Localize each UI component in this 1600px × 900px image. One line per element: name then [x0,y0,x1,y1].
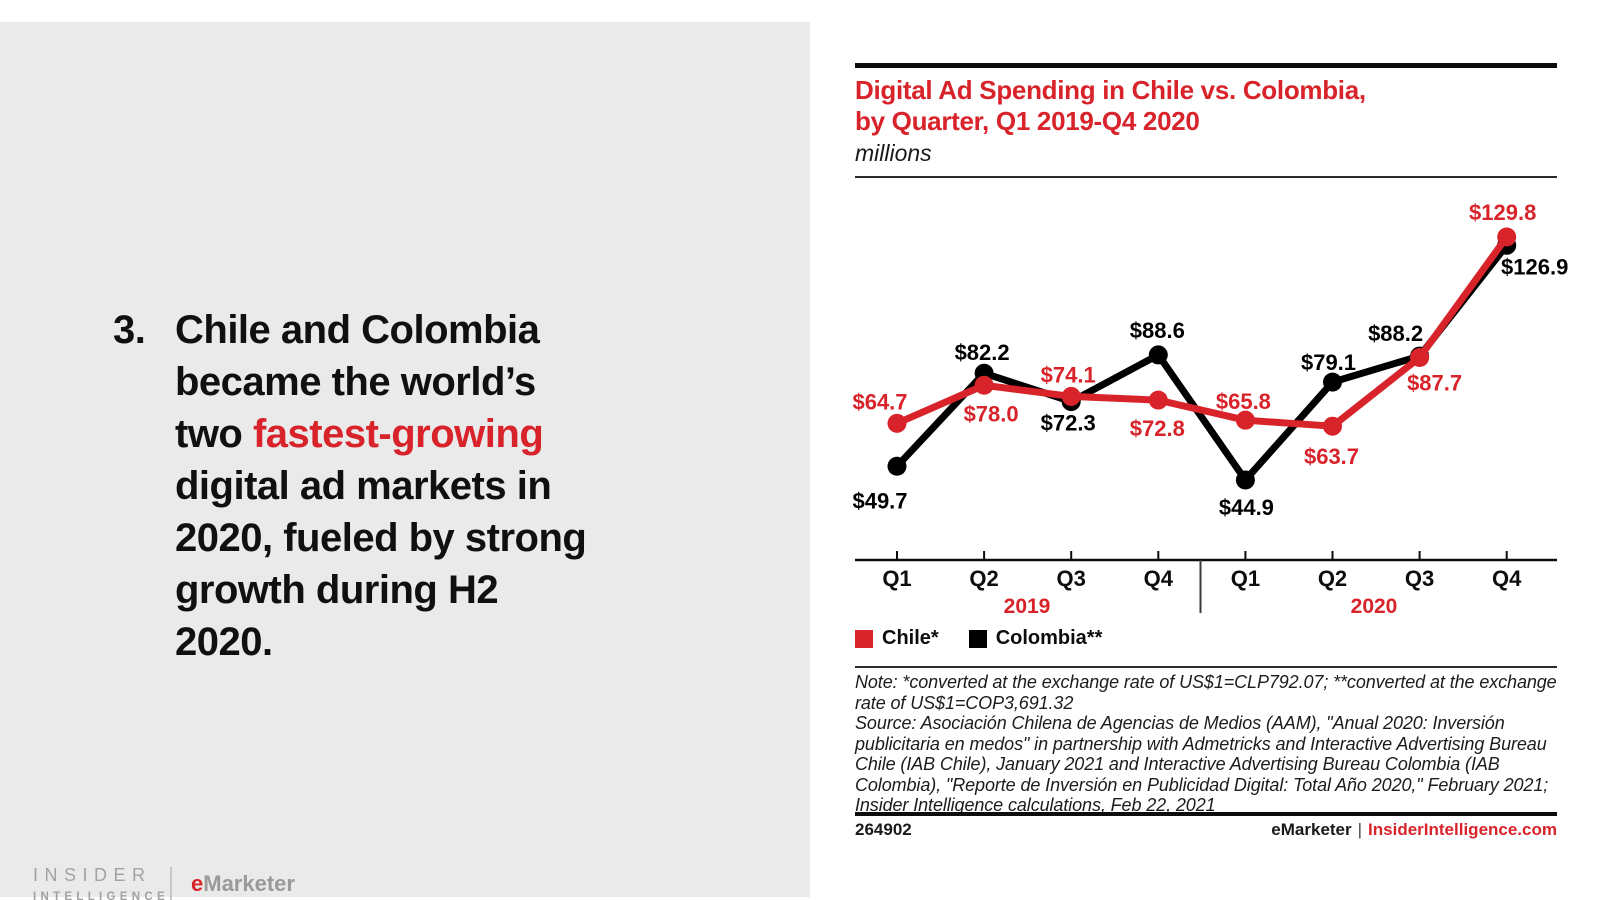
logo-divider [170,867,172,900]
colombia-data-label: $88.2 [1368,321,1423,346]
chart-title-line1: Digital Ad Spending in Chile vs. Colombi… [855,75,1366,105]
colombia-data-label: $49.7 [852,488,907,513]
quarter-label: Q4 [1492,566,1522,591]
legend-label-colombia: Colombia** [995,627,1103,649]
quarter-label: Q2 [1318,566,1347,591]
chile-point [1497,227,1517,247]
chile-data-label: $64.7 [852,389,907,414]
statement-number: 3. [113,308,146,352]
quarter-label: Q3 [1405,566,1434,591]
footer-insiderintelligence: InsiderIntelligence.com [1368,820,1557,839]
header-divider-rule [855,176,1557,178]
chile-point [1061,386,1081,406]
source-text: Source: Asociación Chilena de Agencias d… [855,713,1549,815]
statement-line: growth during H2 [175,568,499,612]
colombia-data-label: $88.6 [1130,318,1185,343]
quarter-label: Q3 [1057,566,1086,591]
highlight-text: fastest-growing [252,412,544,456]
chart-panel: Digital Ad Spending in Chile vs. Colombi… [848,60,1568,850]
statement-text: Chile and Colombia became the world’s two … [175,304,715,668]
chile-point [1235,410,1255,430]
legend-item-chile: Chile* [855,627,939,650]
chile-data-label: $129.8 [1469,200,1536,225]
year-label: 2020 [1351,595,1398,618]
chart-notes: Note: *converted at the exchange rate of… [855,672,1559,816]
chile-data-label: $78.0 [964,401,1019,426]
year-label: 2019 [1004,595,1051,618]
emarketer-logo-e: e [191,871,204,896]
line-chart: Q1 Q2 Q3 Q4 Q1 Q2 Q3 Q4 2019 2020 $49.7 $82.2 $72.3 $… [852,200,1568,618]
colombia-line [893,241,1511,484]
chart-footer: 264902 eMarketer | InsiderIntelligence.com [855,820,1557,840]
footer-pipe: | [1357,820,1363,839]
colombia-data-label: $79.1 [1301,350,1356,375]
chile-line [893,233,1511,430]
footer-divider-rule [855,812,1557,816]
chart-top-bar [855,63,1557,68]
chart-legend: Chile* Colombia** [855,627,1132,650]
legend-label-chile: Chile* [882,627,939,649]
insider-logo-line2: INTELLIGENCE [33,891,169,900]
legend-item-colombia: Colombia** [968,627,1103,650]
statement-line: digital ad markets in [175,464,552,508]
chile-data-label: $87.7 [1407,371,1462,396]
chile-data-label: $72.8 [1130,416,1185,441]
footer-emarketer: eMarketer [1271,820,1352,839]
colombia-data-label: $72.3 [1041,411,1096,436]
colombia-data-label: $44.9 [1219,495,1274,520]
chile-point [974,375,994,395]
insider-intelligence-logo: INSIDER INTELLIGENCE [33,865,169,900]
chart-subtitle: millions [855,140,932,166]
statement-line: 2020. [175,620,273,664]
chile-point [887,413,907,433]
colombia-data-label: $82.2 [955,340,1010,365]
colombia-point [1323,372,1342,392]
chile-swatch [855,629,873,648]
left-panel: 3. Chile and Colombia became the world’s t… [0,22,810,900]
chart-title-line2: by Quarter, Q1 2019-Q4 2020 [855,106,1200,136]
note-divider-rule [855,666,1557,668]
colombia-swatch [968,629,987,648]
colombia-point [1148,345,1168,365]
quarter-label: Q1 [882,566,911,591]
chile-point [1410,348,1430,368]
colombia-data-label: $126.9 [1501,254,1568,279]
chile-data-label: $65.8 [1216,389,1271,414]
statement-line: two fastest-growing [175,412,544,456]
chile-data-label: $74.1 [1041,362,1096,387]
note-text: Note: *converted at the exchange rate of… [855,672,1557,713]
chile-point [1148,390,1168,410]
quarter-label: Q1 [1231,566,1260,591]
chile-point [1323,416,1342,436]
emarketer-logo-rest: Marketer [203,871,295,896]
colombia-point [1235,470,1255,490]
statement-line: became the world’s [175,360,536,404]
chile-data-label: $63.7 [1304,444,1359,469]
chart-title: Digital Ad Spending in Chile vs. Colombi… [855,75,1366,137]
insider-logo-line1: INSIDER [33,865,152,885]
colombia-point [887,456,907,476]
footer-brands: eMarketer | InsiderIntelligence.com [1271,820,1557,840]
quarter-label: Q4 [1144,566,1174,591]
statement-line: 2020, fueled by strong [175,516,587,560]
quarter-label: Q2 [969,566,998,591]
statement: 3. Chile and Colombia became the world’s t… [113,304,715,668]
emarketer-logo: eMarketer [191,871,295,897]
statement-line: Chile and Colombia [175,308,540,352]
chart-id: 264902 [855,820,912,839]
